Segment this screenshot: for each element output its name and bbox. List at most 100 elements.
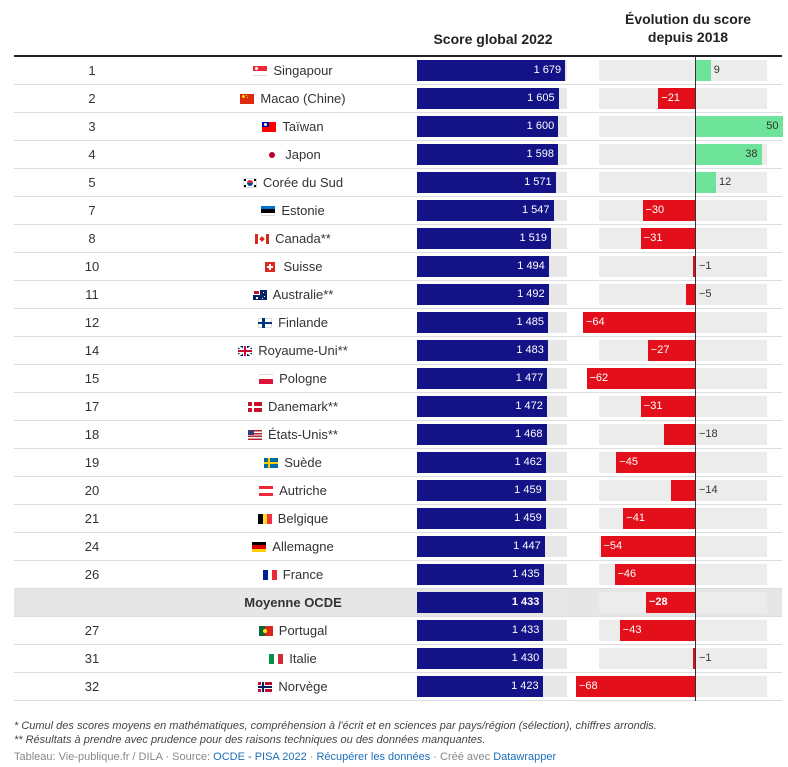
country-cell: États-Unis** (170, 421, 416, 448)
evolution-bar-track (599, 452, 767, 473)
datawrapper-link[interactable]: Datawrapper (493, 751, 557, 763)
rank-cell: 17 (84, 399, 100, 414)
rank-cell: 10 (84, 259, 100, 274)
table-row: 31 Italie 1 430 −1 (14, 645, 782, 673)
table-row: 3 Taïwan 1 600 50 (14, 113, 783, 141)
evolution-bar-track (599, 620, 767, 641)
score-bar-track (417, 676, 567, 697)
evolution-bar-track (599, 200, 767, 221)
country-name: Suède (284, 455, 322, 470)
evolution-bar (640, 396, 696, 417)
country-name: Autriche (279, 483, 327, 498)
country-name: Canada** (275, 231, 331, 246)
score-bar (417, 592, 544, 613)
country-name: États-Unis** (267, 427, 339, 442)
flag-ca-icon (255, 233, 270, 244)
score-bar (417, 88, 559, 109)
evolution-bar-track (599, 508, 767, 529)
evolution-bar (658, 88, 696, 109)
evolution-header-line1: Évolution du score (624, 11, 751, 27)
score-value-label: 1 598 (526, 148, 554, 160)
flag-de-icon (252, 541, 267, 552)
score-bar (417, 116, 559, 137)
score-value-label: 1 492 (517, 288, 545, 300)
score-value-label: 1 435 (512, 568, 540, 580)
flag-pt-icon (258, 625, 273, 636)
flag-at-icon (259, 485, 274, 496)
evolution-bar-track (599, 256, 767, 277)
score-value-label: 1 447 (513, 540, 541, 552)
score-value-label: 1 485 (516, 316, 544, 328)
country-cell: Taïwan (170, 113, 416, 140)
rank-cell: 27 (84, 623, 100, 638)
table-row: 26 France 1 435 −46 (14, 561, 782, 589)
flag-tw-icon (262, 121, 277, 132)
evolution-value-label: 38 (745, 148, 758, 160)
score-value-label: 1 547 (521, 204, 550, 216)
country-name: Pologne (279, 371, 327, 386)
country-cell: Portugal (170, 617, 416, 644)
score-bar (417, 424, 547, 445)
score-bar-track (417, 172, 567, 193)
score-bar-track (417, 396, 567, 417)
evolution-value-label: −21 (661, 92, 680, 104)
score-value-label: 1 423 (511, 680, 539, 692)
flag-mo-icon (240, 93, 255, 104)
evolution-bar (616, 452, 696, 473)
score-bar (417, 676, 543, 697)
country-name: Allemagne (272, 539, 334, 554)
evolution-bar (614, 564, 695, 585)
evolution-bar-track (576, 676, 767, 697)
evolution-value-label: −43 (622, 624, 642, 636)
score-column-header: Score global 2022 (433, 31, 553, 47)
evolution-bar-track (599, 564, 767, 585)
evolution-bar-track (599, 648, 767, 669)
flag-pl-icon (259, 373, 274, 384)
credits-created-with: · Créé avec (430, 751, 494, 763)
score-bar-track (417, 480, 567, 501)
score-bar-track (417, 620, 567, 641)
score-bar (417, 60, 566, 81)
country-name: Australie** (272, 287, 334, 302)
evolution-value-label: −30 (645, 204, 665, 216)
evolution-bar (686, 284, 696, 305)
footnote-1: * Cumul des scores moyens en mathématiqu… (14, 720, 657, 732)
country-cell: Pologne (170, 365, 416, 392)
score-bar-track (417, 424, 567, 445)
country-name: Corée du Sud (262, 175, 344, 190)
rank-cell: 2 (88, 91, 96, 106)
evolution-value-label: −54 (603, 540, 623, 552)
table-row: 21 Belgique 1 459 −41 (14, 505, 782, 533)
source-link[interactable]: OCDE - PISA 2022 (213, 751, 307, 763)
country-name: Norvège (278, 679, 328, 694)
rank-cell: 26 (84, 567, 100, 582)
flag-ch-icon (263, 261, 277, 272)
score-bar (417, 172, 556, 193)
score-value-label: 1 600 (526, 120, 555, 132)
flag-jp-icon (265, 149, 280, 160)
country-name: Estonie (281, 203, 325, 218)
country-name: Danemark** (267, 399, 339, 414)
score-value-label: 1 462 (514, 456, 542, 468)
score-bar (417, 144, 558, 165)
score-value-label: 1 605 (527, 92, 555, 104)
country-cell: Suisse (170, 253, 416, 280)
country-name: France (282, 567, 324, 582)
table-row: 18 États-Unis** 1 468 −18 (14, 421, 782, 449)
table-row: 20 Autriche 1 459 −14 (14, 477, 782, 505)
evolution-bar-track (599, 536, 767, 557)
score-bar-track (417, 536, 567, 557)
download-data-link[interactable]: Récupérer les données (316, 751, 431, 763)
country-name: Royaume-Uni** (258, 343, 348, 358)
score-bar (417, 368, 548, 389)
evolution-bar (670, 480, 695, 501)
table-row: 32 Norvège 1 423 −68 (14, 673, 782, 701)
score-bar-track (417, 228, 567, 249)
flag-it-icon (269, 653, 284, 664)
country-cell: Finlande (170, 309, 416, 336)
evolution-bar (693, 256, 695, 277)
score-bar-track (417, 200, 567, 221)
rank-cell: 32 (84, 679, 100, 694)
score-bar (417, 284, 549, 305)
score-bar (417, 564, 544, 585)
